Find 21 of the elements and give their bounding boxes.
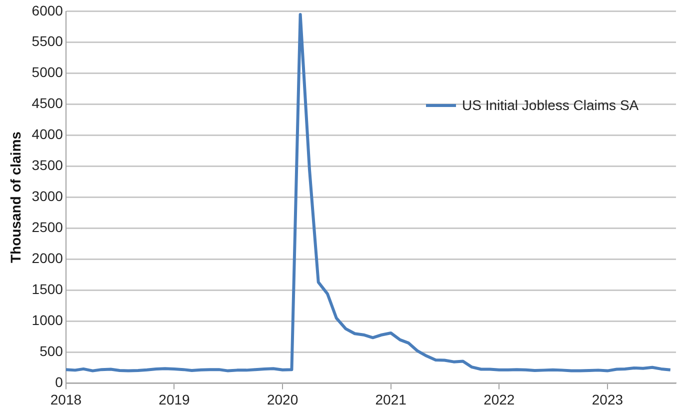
y-tick-label: 3000 — [32, 188, 64, 204]
y-tick-label: 2000 — [32, 250, 64, 266]
y-tick-label: 5500 — [32, 33, 64, 50]
x-tick-label: 2019 — [158, 391, 190, 408]
x-tick-label: 2023 — [592, 391, 624, 408]
y-tick-label: 2500 — [32, 219, 64, 236]
y-tick-label: 4500 — [32, 95, 64, 112]
legend-label: US Initial Jobless Claims SA — [462, 97, 639, 114]
x-tick-label: 2021 — [375, 391, 407, 408]
y-tick-label: 4000 — [32, 126, 64, 142]
x-tick-label: 2022 — [484, 391, 515, 408]
y-tick-label: 0 — [55, 374, 64, 390]
y-tick-label: 500 — [40, 343, 64, 360]
y-tick-label: 3500 — [32, 157, 64, 174]
y-tick-label: 1500 — [32, 281, 64, 298]
y-tick-label: 6000 — [32, 2, 64, 18]
x-tick-label: 2020 — [266, 391, 298, 408]
y-axis-title: Thousand of claims — [7, 131, 24, 264]
y-tick-label: 1000 — [32, 312, 64, 328]
y-tick-label: 5000 — [32, 64, 64, 80]
x-tick-label: 2018 — [50, 391, 82, 408]
